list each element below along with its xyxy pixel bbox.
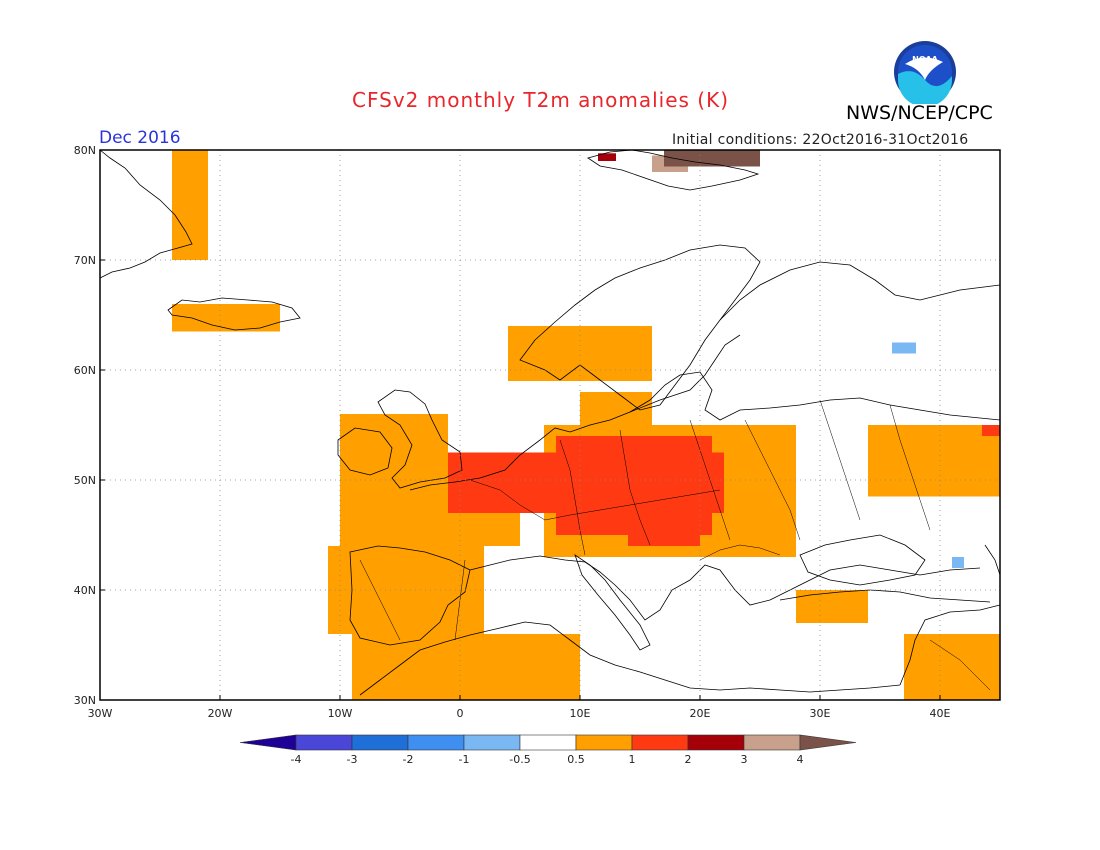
lat-tick-label: 70N: [74, 254, 96, 267]
valid-month-label: Dec 2016: [99, 128, 181, 148]
colorbar-segment: [295, 734, 353, 751]
caspian-coast: [984, 544, 1001, 576]
anomaly-cell-16: [598, 153, 616, 161]
colorbar-label: 1: [629, 753, 636, 766]
colorbar-label: -3: [347, 753, 358, 766]
gridline-layer: [100, 150, 1000, 700]
map-frame: [99, 149, 1001, 701]
anomaly-fill-layer: [172, 150, 1000, 700]
colorbar-segment: [743, 734, 801, 751]
lon-tick-label: 30W: [88, 707, 113, 720]
coastline-layer: [99, 149, 1001, 696]
iberia-coast: [349, 545, 471, 646]
north-africa-coast: [359, 621, 901, 696]
lat-tick-label: 50N: [74, 474, 96, 487]
longitude-labels: 30W 20W 10W 0 10E 20E 30E 40E: [88, 695, 951, 720]
colorbar-segment: [463, 734, 521, 751]
colorbar-segment: [575, 734, 633, 751]
lat-tick-label: 30N: [74, 694, 96, 707]
colorbar-label: -2: [403, 753, 414, 766]
lat-tick-label: 80N: [74, 144, 96, 157]
noaa-logo-icon: NOAA: [894, 41, 956, 104]
lat-tick-label: 40N: [74, 584, 96, 597]
anomaly-cell-5: [580, 392, 652, 431]
colorbar-segment: [239, 734, 297, 751]
anomaly-cell-18: [664, 150, 760, 167]
colorbar-label: 4: [797, 753, 804, 766]
colorbar-segment: [631, 734, 689, 751]
great-britain-coast: [377, 389, 463, 489]
anomaly-cell-15: [982, 425, 1000, 436]
colorbar-segment: [351, 734, 409, 751]
anomaly-cell-2: [340, 414, 448, 486]
lon-tick-label: 20W: [208, 707, 233, 720]
anomaly-cell-10: [172, 150, 208, 260]
mediterranean-north-coast: [469, 555, 981, 621]
colorbar-label: 0.5: [567, 753, 585, 766]
lon-tick-label: 0: [457, 707, 464, 720]
italy-coast: [574, 554, 651, 651]
ireland-coast: [337, 427, 393, 476]
iceland-coast: [167, 297, 301, 331]
scandinavia-coast: [519, 244, 761, 411]
europe-mainland-coast: [409, 371, 1001, 491]
lat-tick-label: 60N: [74, 364, 96, 377]
lon-tick-label: 10W: [328, 707, 353, 720]
latitude-labels: 80N 70N 60N 50N 40N 30N: [74, 144, 105, 707]
anomaly-cell-4: [508, 326, 652, 381]
organization-label: NWS/NCEP/CPC: [846, 102, 993, 124]
initial-conditions-label: Initial conditions: 22Oct2016-31Oct2016: [672, 132, 969, 148]
lon-tick-label: 20E: [690, 707, 711, 720]
anatolia-coast: [779, 589, 991, 603]
colorbar-label: -1: [459, 753, 470, 766]
colorbar-label: -4: [291, 753, 302, 766]
lon-tick-label: 40E: [930, 707, 951, 720]
colorbar-label: 2: [685, 753, 692, 766]
anomaly-cell-19: [892, 342, 916, 354]
black-sea-coast: [799, 534, 926, 586]
levant-coast: [899, 604, 1001, 686]
colorbar-segment: [519, 734, 577, 751]
colorbar-label: 3: [741, 753, 748, 766]
colorbar: [239, 734, 857, 751]
svg-text:NOAA: NOAA: [912, 55, 938, 64]
chart-title: CFSv2 monthly T2m anomalies (K): [352, 88, 729, 112]
anomaly-cell-14: [628, 513, 700, 546]
colorbar-segment: [799, 734, 857, 751]
baltic-coast: [629, 334, 741, 413]
colorbar-segment: [407, 734, 465, 751]
finland-coast: [719, 261, 1001, 321]
anomaly-cell-7: [868, 425, 1000, 497]
colorbar-label: -0.5: [509, 753, 530, 766]
greenland-coast: [99, 149, 193, 279]
lon-tick-label: 10E: [570, 707, 591, 720]
colorbar-segment: [687, 734, 745, 751]
colorbar-labels: -4 -3 -2 -1 -0.5 0.5 1 2 3 4: [291, 753, 804, 766]
anomaly-cell-11: [796, 590, 868, 623]
lon-tick-label: 30E: [810, 707, 831, 720]
anomaly-cell-20: [952, 557, 964, 568]
svalbard-coast: [587, 149, 760, 191]
anomaly-cell-8: [904, 634, 1000, 700]
country-borders: [359, 399, 991, 691]
